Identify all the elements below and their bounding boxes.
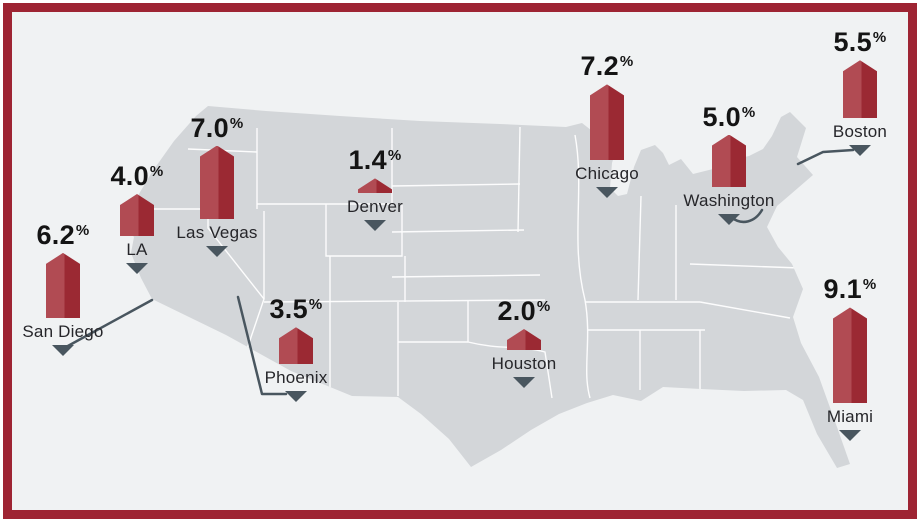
value-label: 7.2% bbox=[580, 51, 633, 81]
value-number: 9.1 bbox=[823, 274, 862, 305]
percent-sign: % bbox=[229, 114, 244, 132]
value-label: 4.0% bbox=[110, 161, 163, 191]
value-label: 7.0% bbox=[190, 113, 243, 143]
value-label: 1.4% bbox=[348, 145, 401, 175]
value-label: 5.5% bbox=[833, 27, 886, 57]
city-bar bbox=[120, 194, 154, 236]
city-bar bbox=[279, 327, 313, 364]
city-bar bbox=[843, 60, 877, 118]
location-pointer-triangle-icon bbox=[513, 377, 535, 388]
value-number: 1.4 bbox=[348, 145, 387, 176]
location-pointer-triangle-icon bbox=[285, 391, 307, 402]
city-label: Chicago bbox=[575, 164, 639, 183]
city-label: Washington bbox=[683, 191, 775, 210]
percent-sign: % bbox=[741, 103, 756, 121]
percent-sign: % bbox=[862, 276, 877, 294]
value-number: 5.0 bbox=[702, 101, 741, 132]
value-label: 2.0% bbox=[497, 296, 550, 326]
value-number: 5.5 bbox=[833, 27, 872, 58]
city-label: Denver bbox=[346, 197, 404, 216]
percent-sign: % bbox=[536, 298, 551, 315]
percent-sign: % bbox=[387, 147, 402, 165]
location-pointer-triangle-icon bbox=[364, 220, 386, 231]
city-bar bbox=[712, 134, 746, 187]
location-pointer-triangle-icon bbox=[839, 430, 861, 441]
value-number: 7.0 bbox=[190, 112, 229, 143]
percent-sign: % bbox=[619, 53, 634, 71]
location-pointer-triangle-icon bbox=[718, 214, 740, 225]
percent-sign: % bbox=[872, 29, 887, 47]
value-number: 2.0 bbox=[497, 296, 536, 326]
location-pointer-triangle-icon bbox=[596, 187, 618, 198]
value-number: 6.2 bbox=[36, 219, 75, 250]
value-number: 3.5 bbox=[269, 294, 308, 325]
percent-sign: % bbox=[308, 296, 323, 314]
percent-sign: % bbox=[75, 221, 90, 239]
location-pointer-triangle-icon bbox=[52, 345, 74, 356]
location-pointer-triangle-icon bbox=[206, 246, 228, 257]
city-bar bbox=[200, 145, 234, 219]
value-number: 7.2 bbox=[580, 51, 619, 82]
city-bar bbox=[833, 307, 867, 403]
location-pointer-triangle-icon bbox=[849, 145, 871, 156]
city-label: Phoenix bbox=[264, 368, 328, 387]
value-number: 4.0 bbox=[110, 161, 149, 191]
value-label: 3.5% bbox=[269, 294, 322, 324]
city-label: Boston bbox=[832, 122, 888, 141]
city-label: LA bbox=[126, 240, 148, 259]
city-label: Houston bbox=[491, 354, 557, 373]
city-label: Las Vegas bbox=[176, 223, 258, 242]
value-label: 9.1% bbox=[823, 274, 876, 304]
value-label: 5.0% bbox=[702, 102, 755, 132]
city-bar bbox=[358, 178, 392, 193]
location-pointer-triangle-icon bbox=[126, 263, 148, 274]
city-bar bbox=[507, 329, 541, 350]
value-label: 6.2% bbox=[36, 220, 89, 250]
percent-sign: % bbox=[149, 163, 164, 180]
city-bar bbox=[46, 252, 80, 318]
city-bar bbox=[590, 84, 624, 160]
city-label: San Diego bbox=[22, 322, 104, 341]
city-label: Miami bbox=[826, 407, 874, 426]
